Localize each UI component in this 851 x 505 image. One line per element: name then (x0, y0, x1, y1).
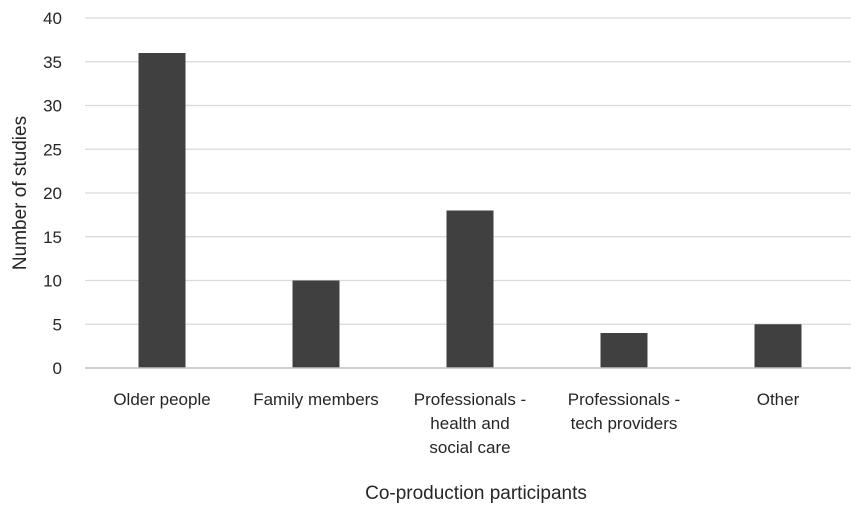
x-category-label-line: social care (429, 438, 510, 457)
x-category-label: Professionals - health and social care (414, 390, 526, 457)
y-tick-label: 30 (43, 97, 62, 116)
bar (600, 333, 648, 368)
x-category-labels: Older people Family members Professionals … (113, 390, 799, 457)
y-tick-label: 40 (43, 9, 62, 28)
x-category-label: Older people (113, 390, 210, 409)
x-category-label-line: Professionals - (414, 390, 526, 409)
x-category-label-line: health and (430, 414, 509, 433)
x-category-label: Professionals - tech providers (568, 390, 680, 433)
x-category-label-line: Other (757, 390, 800, 409)
y-tick-label: 5 (53, 315, 62, 334)
bars (138, 53, 802, 368)
y-tick-label: 10 (43, 272, 62, 291)
y-tick-label: 0 (53, 359, 62, 378)
bar (292, 280, 340, 368)
y-tick-labels: 0 5 10 15 20 25 30 35 40 (43, 9, 62, 378)
x-category-label-line: tech providers (571, 414, 678, 433)
bar (754, 324, 802, 368)
x-category-label-line: Older people (113, 390, 210, 409)
y-tick-label: 35 (43, 53, 62, 72)
bar (446, 210, 494, 368)
y-tick-label: 15 (43, 228, 62, 247)
x-axis-title: Co-production participants (365, 483, 587, 504)
x-category-label-line: Family members (253, 390, 379, 409)
x-category-label: Family members (253, 390, 379, 409)
x-category-label: Other (757, 390, 800, 409)
y-axis-title: Number of studies (10, 116, 31, 270)
x-category-label-line: Professionals - (568, 390, 680, 409)
y-tick-label: 20 (43, 184, 62, 203)
bar (138, 53, 186, 368)
y-tick-label: 25 (43, 140, 62, 159)
